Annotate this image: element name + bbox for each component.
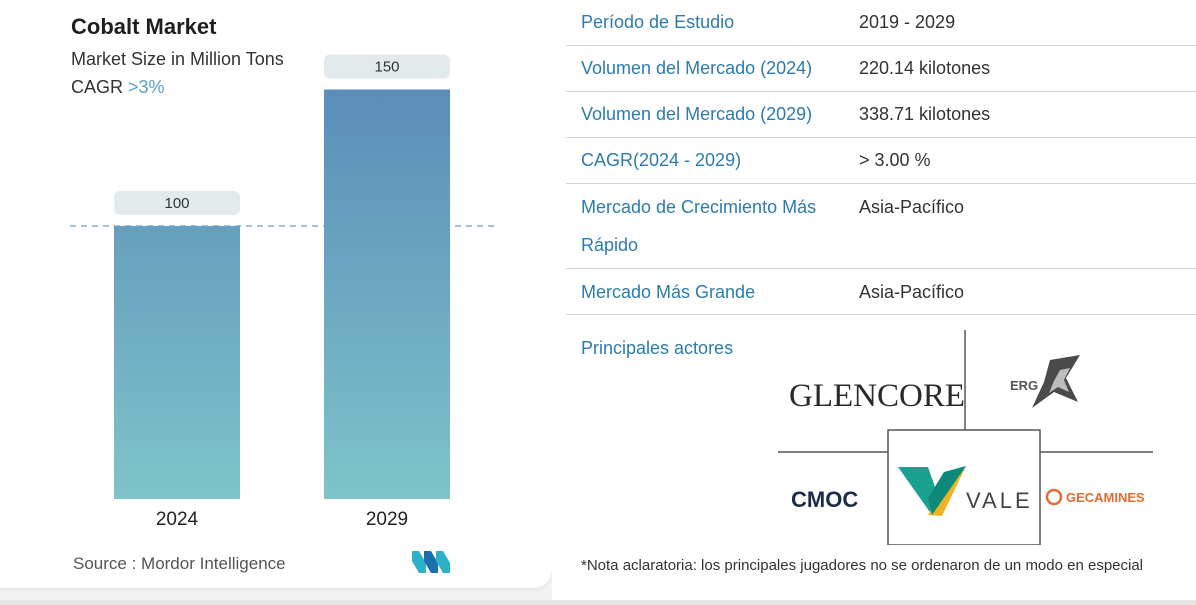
glencore-logo: GLENCORE <box>789 378 965 414</box>
row-key: Mercado de Crecimiento Más <box>581 197 817 217</box>
players-note: *Nota aclaratoria: los principales jugad… <box>581 557 1144 574</box>
gecamines-logo: GECAMINES <box>1045 488 1145 506</box>
row-key: CAGR(2024 - 2029) <box>581 150 742 170</box>
gecamines-icon <box>1045 488 1063 506</box>
chart-cagr: CAGR >3% <box>71 77 165 98</box>
market-summary-panel: Período de Estudio 2019 - 2029 Volumen d… <box>552 0 1196 605</box>
bar-2024 <box>114 226 240 499</box>
table-row: Mercado de Crecimiento Más Rápido Asia-P… <box>566 184 1196 269</box>
vale-logo: VALE <box>898 466 1033 516</box>
bar-2029 <box>324 89 450 499</box>
bar-chart: 100 2024 150 2029 <box>70 54 497 530</box>
row-key: Mercado Más Grande <box>581 282 756 302</box>
cagr-label: CAGR <box>71 77 124 97</box>
table-row: Volumen del Mercado (2024) 220.14 kiloto… <box>566 46 1196 92</box>
row-value: Asia-Pacífico <box>859 282 965 302</box>
cmoc-logo: CMOC <box>791 487 858 512</box>
glencore-logo-text: GLENCORE <box>789 378 965 414</box>
players-logo-grid: GLENCORE ERG CMOC VALE GECAMINES <box>778 330 1153 545</box>
mordor-logo-icon <box>412 551 450 573</box>
value-label: 100 <box>164 195 189 212</box>
value-label-bg <box>114 191 240 215</box>
erg-logo-text: ERG <box>1010 378 1038 393</box>
row-key: Volumen del Mercado (2024) <box>581 58 813 78</box>
vale-logo-text: VALE <box>966 488 1033 513</box>
row-value: > 3.00 % <box>859 150 931 170</box>
table-row: CAGR(2024 - 2029) > 3.00 % <box>566 138 1196 184</box>
source-text: Source : Mordor Intelligence <box>73 554 286 573</box>
row-value: 338.71 kilotones <box>859 104 991 124</box>
value-label-bg <box>324 54 450 79</box>
page-bottom-strip <box>0 600 1196 605</box>
cmoc-logo-text: CMOC <box>791 487 858 512</box>
x-tick-label: 2024 <box>156 509 199 530</box>
row-key-continued: Rápido <box>581 235 639 255</box>
value-label: 150 <box>374 59 399 76</box>
table-row: Volumen del Mercado (2029) 338.71 kiloto… <box>566 92 1196 138</box>
row-value: Asia-Pacífico <box>859 197 965 217</box>
table-row: Período de Estudio 2019 - 2029 <box>566 0 1196 46</box>
row-value: 2019 - 2029 <box>859 12 956 32</box>
chart-card: Cobalt Market Market Size in Million Ton… <box>0 0 552 588</box>
table-row: Mercado Más Grande Asia-Pacífico <box>566 269 1196 315</box>
row-value: 220.14 kilotones <box>859 58 991 78</box>
gecamines-logo-text: GECAMINES <box>1066 490 1145 505</box>
row-key: Volumen del Mercado (2029) <box>581 104 813 124</box>
cagr-value: >3% <box>128 77 165 97</box>
chart-subtitle: Market Size in Million Tons <box>71 49 284 69</box>
x-tick-label: 2029 <box>366 509 408 530</box>
chart-title: Cobalt Market <box>71 14 217 39</box>
erg-logo: ERG <box>1010 355 1080 408</box>
players-title: Principales actores <box>581 338 734 358</box>
row-key: Período de Estudio <box>581 12 735 32</box>
vale-v-icon <box>898 467 936 515</box>
